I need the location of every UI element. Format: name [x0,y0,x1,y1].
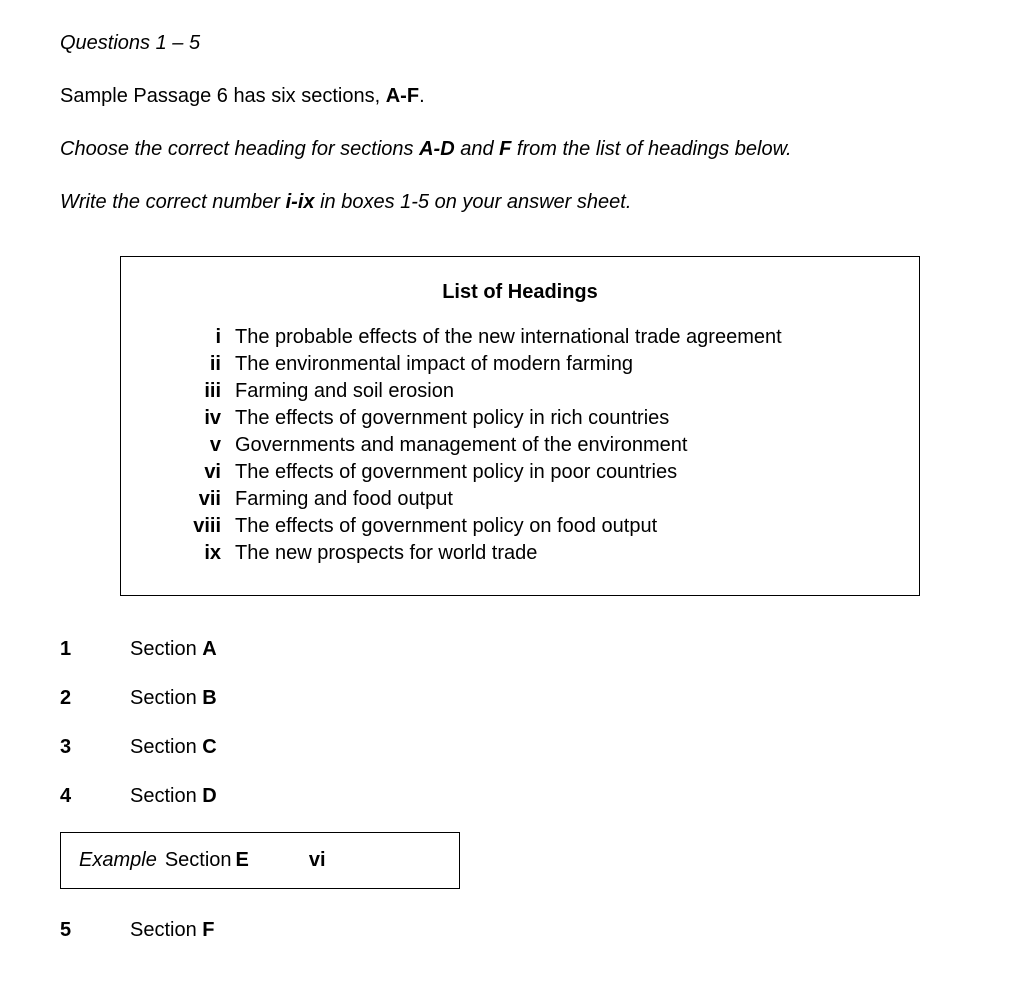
answer-label-prefix: Section [130,638,202,660]
answer-number: 3 [60,734,130,761]
heading-num: iii [171,378,235,405]
heading-text: Farming and food output [235,486,782,513]
intro-bold: A-F [386,85,419,107]
headings-box-wrap: List of Headings i The probable effects … [60,256,964,596]
heading-text: The new prospects for world trade [235,540,782,567]
heading-num: vii [171,486,235,513]
heading-text: Farming and soil erosion [235,378,782,405]
heading-num: viii [171,513,235,540]
intro-prefix: Sample Passage 6 has six sections, [60,85,386,107]
intro-line: Sample Passage 6 has six sections, A-F. [60,83,964,110]
answer-label: Section F [130,917,214,944]
answer-label-letter: B [202,687,216,709]
instr2-suffix: in boxes 1-5 on your answer sheet. [315,191,632,213]
instr1-mid: and [455,138,499,160]
answer-label: Section A [130,636,217,663]
heading-text: The environmental impact of modern farmi… [235,351,782,378]
intro-suffix: . [419,85,425,107]
example-answer: vi [309,847,326,874]
answer-number: 1 [60,636,130,663]
page: Questions 1 – 5 Sample Passage 6 has six… [0,0,1024,1006]
answer-label-prefix: Section [130,687,202,709]
instruction-1: Choose the correct heading for sections … [60,136,964,163]
answer-row: 4 Section D [60,783,964,810]
answer-number: 4 [60,783,130,810]
heading-num: iv [171,405,235,432]
heading-num: ii [171,351,235,378]
example-section-prefix: Section [165,847,232,874]
instr2-bold: i-ix [286,191,315,213]
heading-row: i The probable effects of the new intern… [171,324,782,351]
instr2-prefix: Write the correct number [60,191,286,213]
instr1-suffix: from the list of headings below. [511,138,791,160]
answer-label-letter: C [202,736,216,758]
headings-list: i The probable effects of the new intern… [171,324,782,567]
heading-row: iii Farming and soil erosion [171,378,782,405]
heading-row: v Governments and management of the envi… [171,432,782,459]
answers-block: 1 Section A 2 Section B 3 Section C 4 Se… [60,636,964,944]
answer-label: Section C [130,734,217,761]
answer-row: 1 Section A [60,636,964,663]
heading-row: iv The effects of government policy in r… [171,405,782,432]
answer-label-prefix: Section [130,785,202,807]
answer-label: Section D [130,783,217,810]
answer-number: 2 [60,685,130,712]
heading-num: v [171,432,235,459]
answer-row: 2 Section B [60,685,964,712]
answer-row: 3 Section C [60,734,964,761]
instr1-bold2: F [499,138,511,160]
instruction-2: Write the correct number i-ix in boxes 1… [60,189,964,216]
instr1-bold1: A-D [419,138,455,160]
heading-text: Governments and management of the enviro… [235,432,782,459]
headings-box: List of Headings i The probable effects … [120,256,920,596]
answer-label-prefix: Section [130,736,202,758]
answer-row: 5 Section F [60,917,964,944]
heading-row: viii The effects of government policy on… [171,513,782,540]
questions-range: Questions 1 – 5 [60,30,964,57]
heading-row: vi The effects of government policy in p… [171,459,782,486]
answer-label-letter: D [202,785,216,807]
example-section-letter: E [236,847,249,874]
answer-label-letter: A [202,638,216,660]
example-box: Example Section E vi [60,832,460,889]
heading-row: vii Farming and food output [171,486,782,513]
heading-num: ix [171,540,235,567]
headings-title: List of Headings [151,279,889,306]
answer-label-prefix: Section [130,919,202,941]
heading-text: The probable effects of the new internat… [235,324,782,351]
heading-row: ix The new prospects for world trade [171,540,782,567]
heading-text: The effects of government policy in poor… [235,459,782,486]
heading-row: ii The environmental impact of modern fa… [171,351,782,378]
answer-label-letter: F [202,919,214,941]
heading-num: i [171,324,235,351]
heading-text: The effects of government policy in rich… [235,405,782,432]
instr1-prefix: Choose the correct heading for sections [60,138,419,160]
answer-number: 5 [60,917,130,944]
example-label: Example [79,847,157,874]
heading-num: vi [171,459,235,486]
heading-text: The effects of government policy on food… [235,513,782,540]
answer-label: Section B [130,685,217,712]
